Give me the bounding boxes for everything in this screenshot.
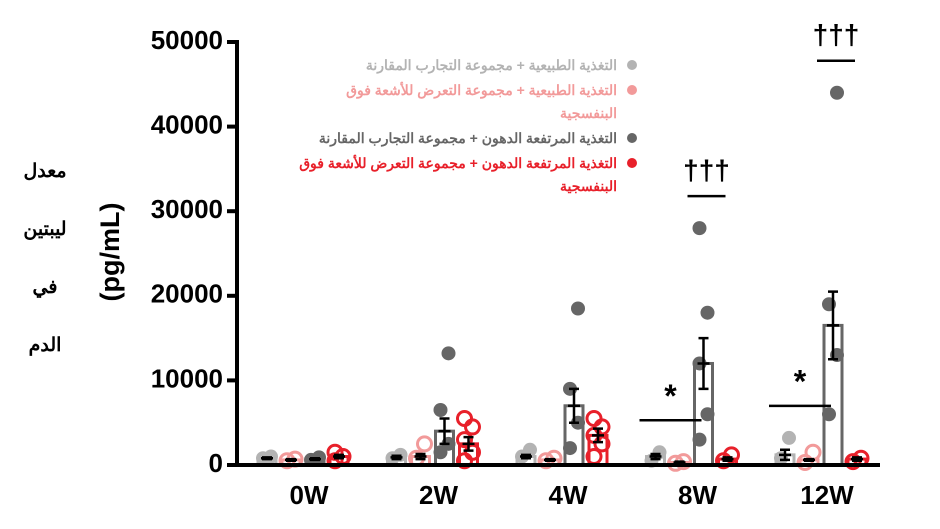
legend-marker: [627, 60, 637, 70]
legend-marker: [627, 133, 637, 143]
annotation: †††: [813, 19, 860, 50]
x-tick-label: 8W: [678, 480, 717, 510]
error-bar: [414, 452, 427, 461]
error-bar: [568, 387, 580, 424]
y-axis-label: في: [33, 277, 58, 299]
error-bar: [261, 456, 273, 461]
y-tick-label: 20000: [151, 279, 223, 309]
data-point: [692, 221, 707, 236]
data-point: [822, 407, 836, 422]
data-point: [441, 346, 456, 361]
data-point: [464, 418, 481, 436]
data-point: [804, 443, 822, 461]
error-bar: [779, 448, 791, 462]
error-bar: [438, 417, 451, 446]
y-tick-label: 40000: [151, 109, 223, 139]
legend-item: التغذية المرتفعة الدهون + مجموعة التعرض …: [290, 152, 645, 198]
error-bar: [390, 454, 403, 461]
x-tick-label: 0W: [290, 480, 329, 510]
data-point: [416, 435, 433, 453]
error-bar: [592, 427, 604, 444]
data-point: [433, 403, 448, 418]
legend-marker: [627, 158, 637, 168]
error-bar: [803, 457, 815, 463]
data-point: [464, 443, 481, 461]
data-point: [782, 430, 796, 445]
legend-label: التغذية المرتفعة الدهون + مجموعة التجارب…: [318, 130, 617, 146]
y-tick-label: 50000: [151, 25, 223, 55]
data-point: [700, 305, 715, 320]
error-bar: [333, 453, 345, 460]
error-bar: [649, 452, 662, 461]
legend-label: التغذية المرتفعة الدهون + مجموعة التعرض …: [299, 155, 617, 194]
y-axis-label: معدل: [23, 161, 66, 182]
data-point: [571, 301, 585, 316]
x-tick-label: 2W: [419, 480, 458, 510]
data-point: [563, 441, 577, 456]
data-point: [700, 407, 715, 422]
legend-item: التغذية الطبيعية + مجموعة التعرض للأشعة …: [290, 79, 645, 125]
error-bar: [851, 456, 863, 463]
legend-marker: [627, 85, 637, 95]
error-bar: [520, 453, 532, 460]
y-axis-label: ليبتين: [23, 219, 66, 240]
data-point: [830, 85, 844, 100]
error-bar: [285, 457, 297, 463]
y-axis-unit: (pg/mL): [95, 203, 125, 302]
y-tick-label: 10000: [151, 363, 223, 393]
error-bar: [309, 456, 321, 462]
data-point: [523, 442, 537, 457]
annotation: *: [794, 363, 807, 399]
data-point: [796, 453, 814, 471]
error-bar: [827, 290, 839, 361]
error-bar: [697, 336, 710, 391]
error-bar: [544, 457, 556, 463]
legend-label: التغذية الطبيعية + مجموعة التجارب المقار…: [365, 57, 617, 73]
error-bar: [721, 456, 734, 463]
error-bar: [673, 460, 686, 465]
legend-item: التغذية المرتفعة الدهون + مجموعة التجارب…: [290, 127, 645, 150]
legend-item: التغذية الطبيعية + مجموعة التجارب المقار…: [290, 54, 645, 77]
legend: التغذية الطبيعية + مجموعة التجارب المقار…: [290, 54, 645, 200]
annotation: *: [664, 378, 677, 414]
data-point: [456, 431, 473, 449]
y-tick-label: 0: [209, 448, 223, 478]
y-tick-label: 30000: [151, 194, 223, 224]
error-bar: [462, 435, 475, 452]
annotation: †††: [683, 155, 730, 186]
legend-label: التغذية الطبيعية + مجموعة التعرض للأشعة …: [346, 82, 617, 121]
data-point: [692, 432, 707, 447]
x-tick-label: 4W: [549, 480, 588, 510]
x-tick-label: 12W: [800, 480, 854, 510]
y-axis-label: الدم: [29, 335, 62, 356]
data-point: [456, 409, 473, 427]
data-point: [585, 409, 603, 427]
